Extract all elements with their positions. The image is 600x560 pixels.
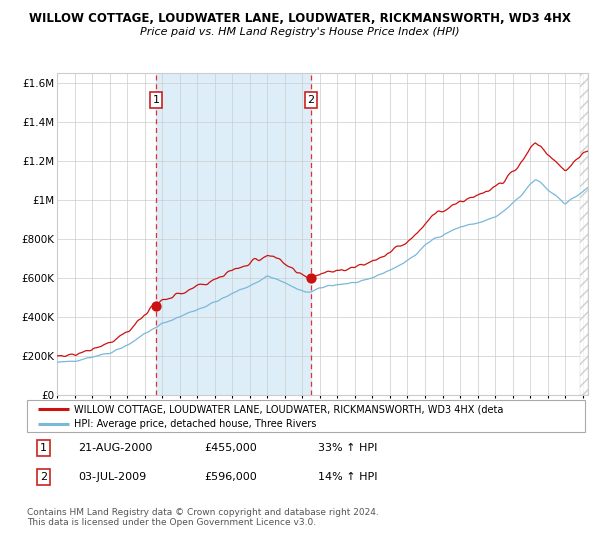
Text: 03-JUL-2009: 03-JUL-2009 bbox=[78, 472, 146, 482]
Bar bbox=[580, 73, 588, 395]
Point bbox=[151, 301, 161, 310]
Point bbox=[307, 274, 316, 283]
Text: WILLOW COTTAGE, LOUDWATER LANE, LOUDWATER, RICKMANSWORTH, WD3 4HX (deta: WILLOW COTTAGE, LOUDWATER LANE, LOUDWATE… bbox=[74, 404, 504, 414]
Text: WILLOW COTTAGE, LOUDWATER LANE, LOUDWATER, RICKMANSWORTH, WD3 4HX: WILLOW COTTAGE, LOUDWATER LANE, LOUDWATE… bbox=[29, 12, 571, 25]
Text: Contains HM Land Registry data © Crown copyright and database right 2024.
This d: Contains HM Land Registry data © Crown c… bbox=[27, 508, 379, 528]
Text: Price paid vs. HM Land Registry's House Price Index (HPI): Price paid vs. HM Land Registry's House … bbox=[140, 27, 460, 37]
Text: 2: 2 bbox=[40, 472, 47, 482]
Text: 2: 2 bbox=[308, 95, 314, 105]
Text: 1: 1 bbox=[152, 95, 160, 105]
Text: HPI: Average price, detached house, Three Rivers: HPI: Average price, detached house, Thre… bbox=[74, 419, 317, 429]
Text: 1: 1 bbox=[40, 443, 47, 453]
Text: £455,000: £455,000 bbox=[204, 443, 257, 453]
Bar bbox=[156, 73, 311, 395]
Text: 33% ↑ HPI: 33% ↑ HPI bbox=[318, 443, 377, 453]
Text: 21-AUG-2000: 21-AUG-2000 bbox=[78, 443, 152, 453]
FancyBboxPatch shape bbox=[27, 400, 585, 432]
Text: 14% ↑ HPI: 14% ↑ HPI bbox=[318, 472, 377, 482]
Text: £596,000: £596,000 bbox=[204, 472, 257, 482]
